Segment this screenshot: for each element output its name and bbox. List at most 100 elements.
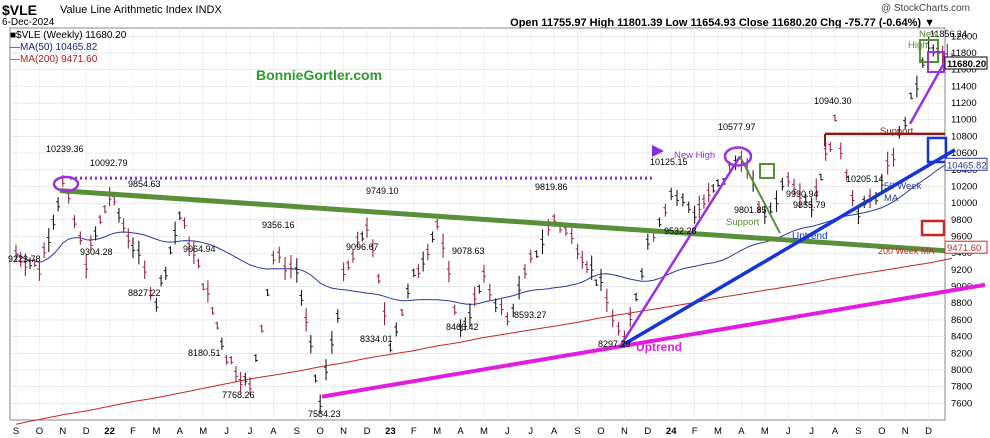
price-label: 8180.51 xyxy=(188,348,221,358)
y-tick-label: 9200 xyxy=(951,265,972,276)
purple-uptrend-line-1 xyxy=(618,155,742,348)
x-tick-label: O xyxy=(36,426,43,437)
x-tick-label: J xyxy=(809,426,814,437)
x-tick-label: D xyxy=(644,426,651,437)
y-tick-label: 8000 xyxy=(951,365,972,376)
x-tick-label: J xyxy=(224,426,229,437)
stockcharts-credit[interactable]: @ StockCharts.com xyxy=(880,3,970,14)
ma50-line xyxy=(15,160,953,305)
value-tag-label: 11680.20 xyxy=(947,59,986,70)
x-tick-label: A xyxy=(457,426,464,437)
price-label: 10940.30 xyxy=(814,96,852,106)
x-tick-label: 22 xyxy=(104,426,115,437)
x-tick-label: O xyxy=(597,426,604,437)
x-tick-label: A xyxy=(177,426,184,437)
y-tick-label: 10200 xyxy=(951,181,977,192)
chart-date: 6-Dec-2024 xyxy=(2,17,55,28)
x-tick-label: M xyxy=(433,426,441,437)
x-tick-label: 23 xyxy=(385,426,396,437)
x-tick-label: O xyxy=(317,426,324,437)
ma200-annotation: 200 Week MA xyxy=(878,246,934,256)
price-label: 9819.86 xyxy=(535,182,568,192)
y-tick-label: 11000 xyxy=(951,115,977,126)
y-tick-label: 10000 xyxy=(951,198,977,209)
price-label: 7768.26 xyxy=(222,390,255,400)
value-tag xyxy=(944,157,988,171)
ma50-annotation-2: MA xyxy=(884,193,899,204)
y-tick-label: 12000 xyxy=(951,31,977,42)
y-tick-label: 8800 xyxy=(951,298,972,309)
x-tick-label: O xyxy=(878,426,885,437)
x-tick-label: M xyxy=(199,426,207,437)
x-tick-label: S xyxy=(855,426,861,437)
price-label: 9855.79 xyxy=(793,200,826,210)
price-label: 9078.63 xyxy=(452,246,485,256)
y-tick-label: 11800 xyxy=(951,48,977,59)
value-tag-label: 10465.82 xyxy=(947,160,987,171)
y-tick-label: 11600 xyxy=(951,65,977,76)
price-label: 9801.85 xyxy=(734,205,767,215)
price-label: 9096.67 xyxy=(346,242,379,252)
ma50-annotation: 50 Week xyxy=(884,181,922,192)
legend-price: ■$VLE (Weekly) 11680.20 xyxy=(10,30,127,41)
price-label: 10125.15 xyxy=(650,157,688,167)
y-tick-label: 8200 xyxy=(951,348,972,359)
x-tick-label: J xyxy=(786,426,791,437)
price-label: 8334.01 xyxy=(360,334,393,344)
plot-area xyxy=(9,27,946,421)
ohlc-quote: Open 11755.97 High 11801.39 Low 11654.93… xyxy=(510,17,935,29)
price-label: 7584.23 xyxy=(308,409,341,419)
x-tick-label: N xyxy=(340,426,347,437)
price-label: 9064.94 xyxy=(183,244,216,254)
x-tick-label: M xyxy=(714,426,722,437)
price-label: 9304.28 xyxy=(80,247,113,257)
price-label: 8593.27 xyxy=(514,310,547,320)
x-tick-label: N xyxy=(902,426,909,437)
value-tag-label: 9471.60 xyxy=(947,243,981,254)
support-box-green xyxy=(759,163,775,179)
x-tick-label: D xyxy=(925,426,932,437)
y-tick-label: 9600 xyxy=(951,232,972,243)
y-tick-label: 10800 xyxy=(951,131,977,142)
support-label-right: Support xyxy=(880,126,914,137)
dotted-arrow-head xyxy=(652,145,664,157)
ma50-box xyxy=(926,136,948,164)
price-label: 9990.94 xyxy=(786,189,819,199)
y-tick-label: 10600 xyxy=(951,148,977,159)
x-tick-label: 24 xyxy=(666,426,677,437)
magenta-uptrend-line xyxy=(321,282,986,399)
high-circle-left xyxy=(52,175,80,193)
price-label: 10205.14 xyxy=(846,174,884,184)
y-tick-label: 9800 xyxy=(951,215,972,226)
ma200-box xyxy=(920,219,946,237)
x-tick-label: D xyxy=(364,426,371,437)
legend-ma200: —MA(200) 9471.60 xyxy=(10,54,98,65)
value-tag xyxy=(944,240,988,254)
price-label: 8297.29 xyxy=(598,339,631,349)
ma200-line xyxy=(15,257,953,425)
blue-uptrend-line xyxy=(619,148,956,349)
y-tick-label: 7800 xyxy=(951,382,972,393)
x-tick-label: N xyxy=(59,426,66,437)
y-tick-label: 11400 xyxy=(951,81,977,92)
price-label: 8466.42 xyxy=(446,322,479,332)
x-tick-label: J xyxy=(505,426,510,437)
x-tick-label: A xyxy=(551,426,558,437)
value-tag xyxy=(944,56,988,70)
x-tick-label: M xyxy=(761,426,769,437)
brand-watermark: BonnieGortler.com xyxy=(256,67,383,83)
y-tick-label: 11200 xyxy=(951,98,977,109)
x-tick-label: J xyxy=(248,426,253,437)
new-high-label-right-2: High xyxy=(908,40,928,51)
new-high-label-left: New High xyxy=(674,150,715,161)
x-tick-label: M xyxy=(480,426,488,437)
x-tick-label: F xyxy=(692,426,698,437)
chart-symbol: $VLE xyxy=(2,2,38,18)
uptrend-label-blue: Uptrend xyxy=(792,231,828,242)
y-tick-label: 8600 xyxy=(951,315,972,326)
high-circle-right xyxy=(723,146,753,167)
x-tick-label: D xyxy=(83,426,90,437)
x-tick-label: J xyxy=(528,426,533,437)
x-tick-label: N xyxy=(621,426,628,437)
